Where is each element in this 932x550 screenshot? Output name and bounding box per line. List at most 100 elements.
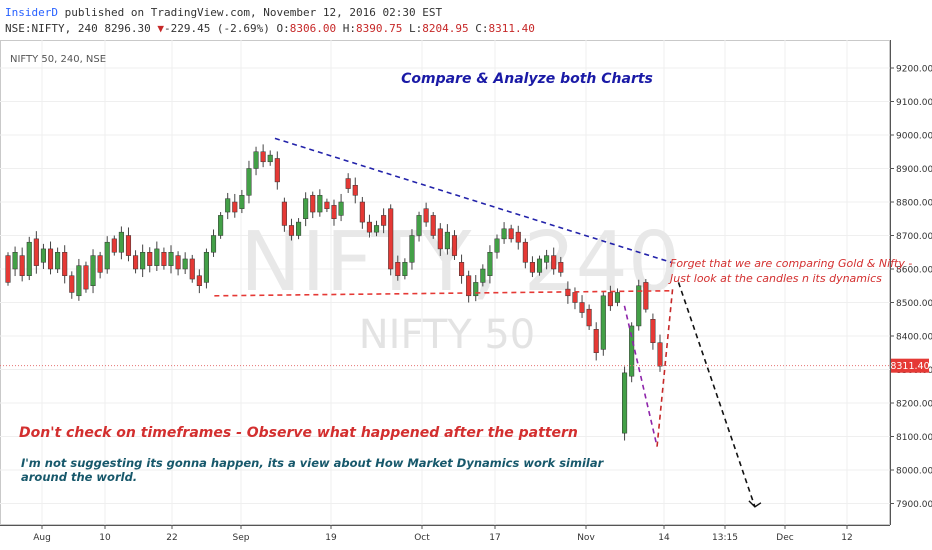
candle	[551, 247, 557, 275]
price-tick-label: 8600.00	[896, 266, 932, 276]
candle-body-down	[125, 235, 132, 256]
candle	[267, 150, 273, 166]
candle-body-up	[409, 235, 415, 263]
candle	[466, 270, 472, 303]
price-axis[interactable]: 9200.00 9100.00 9000.00 8900.00 8800.00 8700.…	[890, 40, 932, 550]
candle	[90, 249, 96, 294]
candle-body-down	[459, 262, 465, 276]
candle	[133, 250, 139, 274]
candle-body-up	[317, 195, 323, 213]
candle-body-down	[97, 255, 103, 273]
candle-body-up	[629, 325, 635, 377]
candle	[643, 279, 649, 313]
grid-lines	[0, 40, 890, 525]
candle-body-down	[260, 151, 266, 163]
candle	[508, 224, 514, 243]
candle	[487, 245, 493, 284]
candle	[459, 254, 465, 284]
candle	[168, 245, 174, 274]
candle-body-down	[5, 255, 11, 283]
time-tick-label: Aug	[33, 533, 51, 543]
candle-body-down	[579, 302, 585, 313]
symbol-label[interactable]: NSE:NIFTY, 240	[5, 22, 98, 35]
price-tick-label: 7900.00	[896, 500, 932, 510]
close-value: 8311.40	[488, 22, 535, 35]
note-annotation-line1: I'm not suggesting its gonna happen, its…	[21, 456, 605, 470]
candle	[416, 211, 422, 242]
note-annotation-line2: around the world.	[21, 470, 137, 484]
timeframes-annotation: Don't check on timeframes - Observe what…	[19, 425, 578, 441]
candle-body-up	[536, 258, 543, 273]
candle-body-up	[402, 262, 408, 276]
candle	[62, 245, 68, 284]
drawn-line-drop[interactable]	[623, 305, 658, 447]
time-axis-bg	[0, 525, 932, 550]
forget-annotation-line1: Forget that we are comparing Gold & Nift…	[670, 257, 912, 270]
price-tick-label: 8000.00	[896, 467, 932, 477]
time-tick-label: Oct	[414, 533, 430, 543]
price-chart[interactable]: NIFTY, 240 NIFTY 50 NIFTY 50, 240, NSE 9…	[0, 40, 932, 550]
last-price-badge: 8311.40	[890, 358, 930, 373]
drawn-line-support[interactable]	[214, 289, 672, 297]
candle-body-up	[614, 292, 621, 303]
candle	[33, 231, 39, 274]
candle	[345, 173, 351, 193]
candle-body-down	[352, 185, 358, 196]
candle-body-down	[345, 178, 351, 189]
candle	[118, 226, 124, 260]
candle	[5, 252, 11, 286]
candle	[430, 212, 436, 239]
time-tick-label: 14	[658, 533, 670, 543]
candle	[373, 220, 380, 237]
candle	[12, 246, 18, 277]
candle-body-down	[508, 228, 514, 240]
candle-body-up	[296, 221, 302, 236]
candle	[423, 202, 429, 227]
candle-body-down	[310, 195, 316, 213]
time-axis[interactable]: Aug 10 22 Sep 19 Oct 17 Nov 14 13:15 Dec 12	[0, 525, 932, 550]
candle-body-up	[267, 154, 273, 163]
candle	[636, 279, 642, 331]
chart-header: InsiderD published on TradingView.com, N…	[0, 0, 932, 40]
candle-body-down	[451, 235, 458, 256]
candle	[402, 258, 408, 280]
candle-body-down	[281, 201, 287, 226]
candle	[366, 214, 372, 238]
chart-symbol-label: NIFTY 50, 240, NSE	[10, 54, 106, 65]
candle-body-up	[118, 231, 124, 253]
candle-body-down	[650, 319, 656, 343]
compare-annotation: Compare & Analyze both Charts	[401, 71, 653, 87]
candle-body-down	[593, 329, 599, 353]
candle	[26, 236, 32, 281]
last-price-badge-bg	[891, 358, 929, 373]
candle	[515, 225, 521, 250]
candle	[473, 275, 479, 302]
candle-body-down	[430, 215, 436, 236]
candle-body-up	[90, 255, 96, 287]
last-price-badge-text: 8311.40	[890, 361, 929, 372]
candle-body-down	[232, 201, 238, 213]
drawn-line-falling-resistance[interactable]	[274, 137, 672, 264]
candle-body-up	[218, 215, 224, 236]
candle-body-down	[366, 221, 372, 233]
candle	[140, 244, 146, 278]
candle	[175, 251, 181, 276]
candle	[359, 196, 365, 229]
candle-body-up	[480, 268, 486, 283]
projection-arrowhead-icon	[748, 500, 762, 508]
candle	[622, 366, 628, 441]
author-link[interactable]: InsiderD	[5, 6, 58, 19]
drawn-line-projection[interactable]	[677, 282, 756, 508]
candle	[409, 229, 415, 270]
candle	[579, 295, 585, 318]
candle-body-down	[529, 262, 535, 273]
candle	[388, 204, 394, 276]
candle	[536, 255, 543, 276]
candle-body-up	[55, 252, 61, 270]
candle-body-down	[288, 225, 295, 236]
time-tick-label: 10	[99, 533, 111, 543]
candle-body-down	[33, 238, 39, 266]
candle	[650, 313, 656, 350]
candle	[529, 256, 535, 278]
time-tick-label: 17	[489, 533, 500, 543]
